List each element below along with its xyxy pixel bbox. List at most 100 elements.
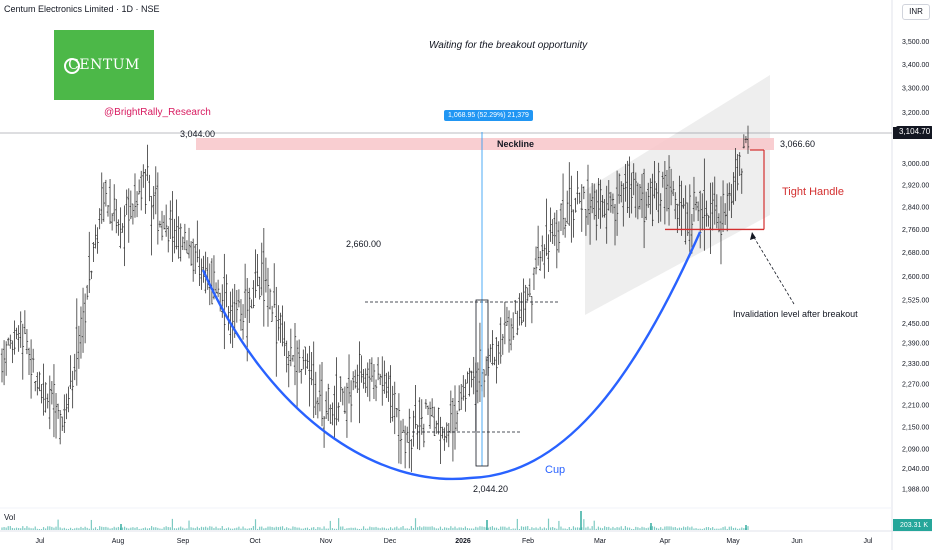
volume-bar (547, 518, 550, 530)
ohlc-bar (713, 176, 716, 225)
ohlc-bar (701, 193, 704, 231)
ohlc-bar (256, 254, 259, 287)
volume-bar (140, 528, 142, 530)
ohlc-bar (90, 270, 93, 280)
ohlc-bar (401, 418, 405, 433)
volume-bar (11, 527, 13, 530)
ohlc-bar (403, 425, 407, 469)
x-tick-label: 2026 (455, 538, 471, 545)
ohlc-bar (437, 407, 440, 435)
volume-bar (693, 528, 695, 530)
author-handle: @BrightRally_Research (104, 107, 211, 118)
ohlc-bar (385, 372, 388, 398)
x-tick-label: Nov (320, 538, 333, 545)
ohlc-bar (536, 225, 540, 266)
volume-bar (369, 526, 371, 530)
volume-bar (647, 527, 649, 530)
volume-spike (486, 520, 488, 530)
ohlc-bar (324, 391, 328, 419)
x-tick-label: Dec (384, 538, 397, 545)
ohlc-bar (167, 226, 170, 253)
volume-bar (709, 528, 712, 530)
ohlc-bar (507, 310, 511, 353)
volume-bar (737, 528, 739, 530)
ohlc-bar (441, 426, 444, 439)
ohlc-bar (472, 356, 475, 395)
volume-bar (20, 528, 22, 530)
ohlc-bar (50, 381, 54, 405)
ohlc-bar (408, 408, 411, 469)
ohlc-bar (582, 186, 586, 200)
volume-bar (263, 528, 265, 530)
volume-spike (650, 523, 652, 530)
volume-bar (352, 527, 354, 530)
ohlc-bar (553, 212, 556, 246)
ohlc-bar (460, 383, 463, 410)
volume-bar (130, 527, 132, 530)
volume-bar (695, 528, 697, 530)
volume-bar (250, 527, 252, 530)
ohlc-bar (225, 274, 228, 308)
volume-bar (311, 527, 313, 530)
volume-bar (716, 528, 718, 530)
ohlc-bar (524, 284, 527, 327)
volume-bar (57, 519, 59, 530)
volume-bar (529, 528, 531, 530)
volume-bar (439, 526, 442, 530)
ohlc-bar (77, 325, 81, 369)
volume-bar (103, 527, 105, 530)
ohlc-bar (501, 333, 504, 355)
ohlc-bar (63, 394, 66, 433)
volume-bar (80, 526, 82, 530)
volume-bar (643, 527, 645, 530)
volume-bar (3, 527, 5, 530)
x-tick-label: Jul (864, 538, 873, 545)
ohlc-bar (252, 280, 255, 309)
ohlc-bar (568, 162, 571, 226)
ohlc-bar (395, 408, 399, 418)
ohlc-bar (387, 371, 390, 402)
ohlc-bar (642, 168, 646, 249)
volume-bar (331, 528, 334, 530)
volume-bar (583, 519, 585, 530)
ohlc-bar (497, 341, 500, 365)
ohlc-bar (75, 298, 79, 386)
volume-bar (365, 528, 367, 530)
y-tick-label: 2,680.00 (902, 250, 929, 257)
currency-selector[interactable]: INR (902, 4, 930, 20)
ohlc-bar (676, 203, 679, 234)
volume-bar (128, 528, 130, 530)
ohlc-bar (671, 180, 675, 197)
volume-bar (136, 527, 138, 530)
ohlc-bar (127, 188, 130, 243)
volume-bar (28, 527, 30, 530)
ohlc-bar (337, 402, 340, 422)
ohlc-bar (588, 193, 592, 245)
volume-bar (308, 528, 311, 530)
ohlc-bar (270, 305, 274, 322)
ohlc-bar (345, 382, 349, 438)
ohlc-bar (476, 362, 480, 404)
ohlc-bar (246, 278, 249, 362)
ohlc-bar (447, 422, 450, 448)
volume-bar (531, 527, 533, 530)
ohlc-bar (690, 213, 694, 254)
volume-bar (489, 526, 491, 530)
volume-bar (192, 527, 194, 530)
volume-bar (198, 528, 201, 530)
ohlc-bar (100, 172, 103, 224)
volume-bar (313, 527, 315, 530)
volume-bar (437, 528, 439, 530)
ohlc-bar (613, 204, 617, 246)
volume-bar (144, 527, 146, 530)
ohlc-bar (320, 361, 324, 427)
ohlc-bar (410, 438, 413, 472)
volume-bar (296, 527, 298, 530)
measure-label: 1,068.95 (52.29%) 21,379 (444, 110, 533, 121)
volume-bar (601, 528, 604, 530)
ohlc-bar (505, 306, 509, 326)
ohlc-bar (399, 420, 403, 465)
y-tick-label: 2,450.00 (902, 321, 929, 328)
volume-bar (720, 528, 722, 530)
